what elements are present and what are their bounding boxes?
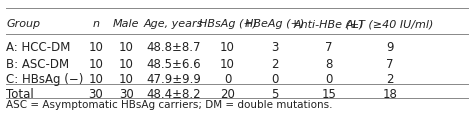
Text: 3: 3	[271, 41, 278, 54]
Text: 10: 10	[119, 41, 134, 54]
Text: 48.4±8.2: 48.4±8.2	[146, 87, 201, 100]
Text: 0: 0	[325, 72, 333, 85]
Text: 8: 8	[325, 57, 333, 70]
Text: 10: 10	[88, 57, 103, 70]
Text: B: ASC-DM: B: ASC-DM	[6, 57, 69, 70]
Text: 5: 5	[271, 87, 278, 100]
Text: Anti-HBe (+): Anti-HBe (+)	[293, 19, 364, 29]
Text: 2: 2	[386, 72, 394, 85]
Text: 10: 10	[88, 41, 103, 54]
Text: 2: 2	[271, 57, 278, 70]
Text: C: HBsAg (−): C: HBsAg (−)	[6, 72, 83, 85]
Text: 10: 10	[220, 41, 235, 54]
Text: 48.5±6.6: 48.5±6.6	[146, 57, 201, 70]
Text: 15: 15	[321, 87, 337, 100]
Text: Male: Male	[113, 19, 139, 29]
Text: n: n	[92, 19, 99, 29]
Text: A: HCC-DM: A: HCC-DM	[6, 41, 71, 54]
Text: 7: 7	[386, 57, 394, 70]
Text: 30: 30	[88, 87, 103, 100]
Text: 9: 9	[386, 41, 394, 54]
Text: 47.9±9.9: 47.9±9.9	[146, 72, 201, 85]
Text: 10: 10	[88, 72, 103, 85]
Text: 10: 10	[119, 72, 134, 85]
Text: 10: 10	[119, 57, 134, 70]
Text: 0: 0	[271, 72, 278, 85]
Text: 20: 20	[220, 87, 235, 100]
Text: 48.8±8.7: 48.8±8.7	[146, 41, 201, 54]
Text: 18: 18	[383, 87, 398, 100]
Text: 7: 7	[325, 41, 333, 54]
Text: 10: 10	[220, 57, 235, 70]
Text: Total: Total	[6, 87, 34, 100]
Text: HBeAg (+): HBeAg (+)	[245, 19, 304, 29]
Text: Age, years: Age, years	[144, 19, 203, 29]
Text: ASC = Asymptomatic HBsAg carriers; DM = double mutations.: ASC = Asymptomatic HBsAg carriers; DM = …	[6, 99, 333, 109]
Text: 30: 30	[119, 87, 134, 100]
Text: Group: Group	[6, 19, 40, 29]
Text: 0: 0	[224, 72, 231, 85]
Text: HBsAg (+): HBsAg (+)	[199, 19, 256, 29]
Text: ALT (≥40 IU/ml): ALT (≥40 IU/ml)	[346, 19, 434, 29]
